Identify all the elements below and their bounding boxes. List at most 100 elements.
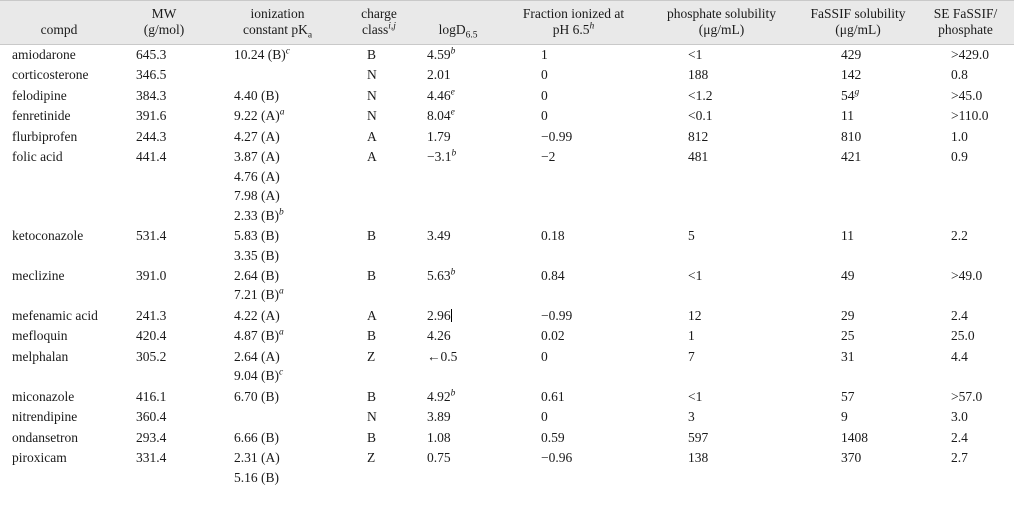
column-header-superscript: h [589, 21, 595, 32]
fassif-solubility: 9 [799, 407, 917, 427]
phosphate-solubility: 812 [644, 127, 799, 147]
column-header-text: (μg/mL) [835, 21, 881, 37]
column-header-text: class [362, 21, 389, 37]
fraction-ionized-value: −0.99 [541, 128, 573, 144]
pka-text: 4.27 (A) [234, 128, 280, 144]
charge-class-value: B [367, 429, 377, 445]
compound-name-value: fenretinide [12, 108, 71, 124]
table-row: ondansetron 293.4 6.66 (B) B 1.08 0.59 597 1408… [0, 428, 1014, 448]
table-row: flurbiprofen 244.3 4.27 (A) A 1.79 −0.99 812 81… [0, 127, 1014, 147]
fraction-ionized: −0.99 [503, 127, 644, 147]
molecular-weight: 531.4 [118, 226, 210, 266]
charge-class-value: B [367, 388, 377, 404]
phosphate-solubility-value: <1.2 [688, 87, 713, 103]
pka-text: 5.83 (B) [234, 228, 279, 244]
se-fassif-phosphate-value: 2.7 [951, 450, 968, 466]
column-header-line2: logD6.5 [419, 22, 497, 41]
column-header-subscript: a [307, 30, 313, 41]
molecular-weight: 384.3 [118, 86, 210, 106]
logd-value-value: 4.59 [427, 46, 451, 62]
phosphate-solubility-value: 12 [688, 307, 702, 323]
pka-superscript: c [285, 46, 290, 57]
column-header-line2: constant pKa [216, 22, 339, 41]
se-fassif-phosphate-value: 2.4 [951, 307, 968, 323]
logd-value-value: 2.96 [427, 307, 451, 323]
ionization-constant: 4.87 (B)a [210, 326, 345, 346]
pka-value: 3.35 (B) [234, 248, 339, 264]
column-header-line2: (μg/mL) [650, 22, 793, 38]
se-fassif-phosphate-value: >110.0 [951, 108, 989, 124]
charge-class: A [345, 306, 413, 326]
pka-text: 4.40 (B) [234, 87, 279, 103]
table-row: miconazole 416.1 6.70 (B) B 4.92b 0.61 <1 57 >57… [0, 387, 1014, 407]
phosphate-solubility: <1 [644, 44, 799, 65]
table-row: mefloquin 420.4 4.87 (B)a B 4.26 0.02 1 25 25.0 [0, 326, 1014, 346]
se-fassif-phosphate: 3.0 [917, 407, 1014, 427]
column-header-mw: MW (g/mol) [118, 0, 210, 45]
logd-value: ←0.5 [413, 347, 503, 387]
se-fassif-phosphate-value: 25.0 [951, 328, 975, 344]
pka-value: 10.24 (B)c [234, 47, 339, 63]
column-header-line1: FaSSIF solubility [810, 6, 906, 21]
fraction-ionized-value: −0.99 [541, 307, 573, 323]
se-fassif-phosphate-value: >57.0 [951, 388, 983, 404]
fraction-ionized-value: −0.96 [541, 450, 573, 466]
compound-name: ondansetron [0, 428, 118, 448]
compound-name-value: meclizine [12, 268, 65, 283]
ionization-constant: 9.22 (A)a [210, 106, 345, 126]
se-fassif-phosphate-value: 0.8 [951, 67, 968, 83]
pka-text: 7.21 (B) [234, 287, 279, 303]
pka-value: 2.64 (B) [234, 268, 339, 284]
fassif-solubility: 25 [799, 326, 917, 346]
logd-value-superscript: b [451, 148, 457, 159]
pka-text: 6.70 (B) [234, 388, 279, 404]
fassif-solubility: 429 [799, 44, 917, 65]
fassif-solubility: 57 [799, 387, 917, 407]
ionization-constant: 6.70 (B) [210, 387, 345, 407]
logd-value-superscript: b [450, 267, 456, 278]
fassif-solubility-value: 429 [841, 46, 862, 62]
logd-value-value: 4.92 [427, 388, 451, 404]
molecular-weight: 346.5 [118, 65, 210, 85]
se-fassif-phosphate-value: 1.0 [951, 128, 968, 144]
se-fassif-phosphate-value: >49.0 [951, 268, 983, 283]
logd-value: 2.96 [413, 306, 503, 326]
compound-name-value: corticosterone [12, 67, 89, 83]
se-fassif-phosphate-value: >45.0 [951, 87, 983, 103]
pka-value: 6.70 (B) [234, 389, 339, 405]
compound-name-value: miconazole [12, 388, 75, 404]
fassif-solubility: 421 [799, 147, 917, 226]
se-fassif-phosphate: >45.0 [917, 86, 1014, 106]
column-header-subscript: 6.5 [465, 30, 478, 41]
phosphate-solubility-value: <1 [688, 268, 703, 283]
fraction-ionized: 0 [503, 86, 644, 106]
ionization-constant: 2.64 (A) 9.04 (B)c [210, 347, 345, 387]
fassif-solubility: 1408 [799, 428, 917, 448]
se-fassif-phosphate: 2.2 [917, 226, 1014, 266]
se-fassif-phosphate: 2.4 [917, 428, 1014, 448]
se-fassif-phosphate: 4.4 [917, 347, 1014, 387]
pka-text: 9.22 (A) [234, 108, 280, 124]
logd-value: 4.26 [413, 326, 503, 346]
compound-name-value: mefenamic acid [12, 307, 98, 323]
fraction-ionized-value: 1 [541, 46, 548, 62]
pka-text: 2.64 (B) [234, 268, 279, 283]
se-fassif-phosphate-value: 0.9 [951, 149, 968, 165]
fassif-solubility-value: 1408 [841, 429, 868, 445]
table-row: nitrendipine 360.4 N 3.89 0 3 9 3.0 [0, 407, 1014, 427]
pka-text: 4.22 (A) [234, 307, 280, 323]
phosphate-solubility: 597 [644, 428, 799, 448]
phosphate-solubility-value: 481 [688, 149, 709, 165]
se-fassif-phosphate-value: 2.2 [951, 228, 968, 244]
logd-value-value: 0.75 [427, 450, 451, 466]
logd-value-value: 1.08 [427, 429, 451, 445]
molecular-weight-value: 305.2 [136, 348, 167, 364]
fraction-ionized-value: 0 [541, 67, 548, 83]
column-header-line2: classi,j [351, 22, 407, 38]
charge-class-value: Z [367, 348, 376, 364]
logd-value-value: −3.1 [427, 149, 452, 165]
molecular-weight-value: 360.4 [136, 409, 167, 425]
fraction-ionized-value: 0.61 [541, 388, 565, 404]
logd-value: 1.08 [413, 428, 503, 448]
pka-superscript: a [279, 327, 284, 338]
